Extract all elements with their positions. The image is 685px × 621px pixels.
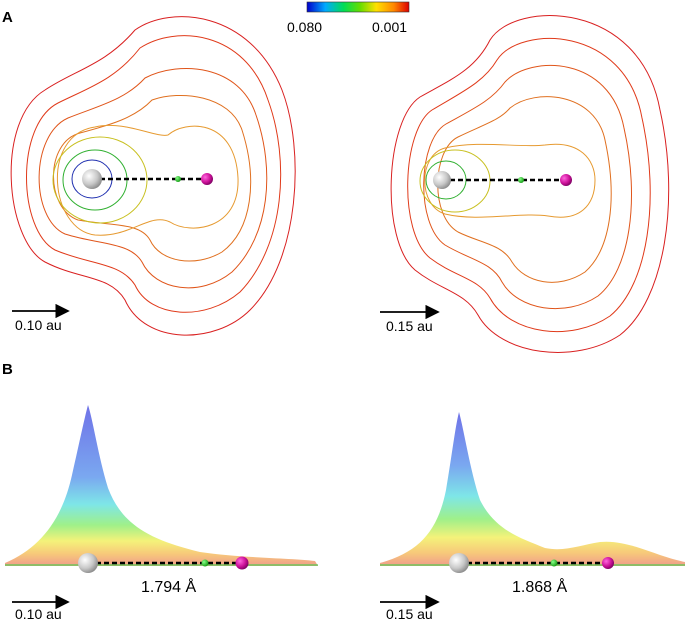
contour-line xyxy=(52,136,148,224)
contour-line xyxy=(407,37,651,333)
contour-line xyxy=(424,143,596,218)
bond-critical-point xyxy=(201,559,209,567)
light-atom xyxy=(602,557,614,569)
light-atom xyxy=(560,174,572,186)
contour-plot-left xyxy=(10,16,296,336)
scale-arrow-label: 0.10 au xyxy=(15,317,62,333)
heavy-atom xyxy=(449,553,469,573)
contour-line xyxy=(10,16,296,336)
contour-line xyxy=(53,94,252,262)
heavy-atom xyxy=(82,169,102,189)
scale-arrow-left-a: 0.10 au xyxy=(12,303,70,333)
surface xyxy=(380,412,685,566)
light-atom xyxy=(235,556,249,570)
colorbar: 0.080 0.001 xyxy=(287,1,410,35)
bond-critical-point xyxy=(518,177,524,183)
scale-arrow-label: 0.10 au xyxy=(15,606,62,621)
bond-distance-label: 1.868 Å xyxy=(512,577,567,596)
molecule-right-a xyxy=(433,171,572,189)
density-surface-right: 1.868 Å xyxy=(380,412,685,596)
scale-arrow-label: 0.15 au xyxy=(386,318,433,334)
bond-distance-label: 1.794 Å xyxy=(141,577,196,596)
bond-critical-point xyxy=(550,559,558,567)
heavy-atom xyxy=(433,171,451,189)
bond-critical-point xyxy=(175,176,181,182)
panel-b-letter: B xyxy=(2,361,13,378)
light-atom xyxy=(201,173,213,185)
colorbar-bar xyxy=(306,1,410,13)
contour-line xyxy=(437,96,612,283)
contour-line xyxy=(38,68,268,289)
colorbar-min-label: 0.001 xyxy=(372,19,407,35)
density-surface-left: 1.794 Å xyxy=(5,405,318,596)
contour-line xyxy=(390,15,670,353)
colorbar-max-label: 0.080 xyxy=(287,19,322,35)
scale-arrow-left-b: 0.10 au xyxy=(12,594,70,621)
scale-arrow-right-b: 0.15 au xyxy=(380,594,440,621)
contour-line xyxy=(423,64,632,310)
surface xyxy=(5,405,318,566)
scale-arrow-label: 0.15 au xyxy=(386,606,433,621)
contour-line xyxy=(56,125,239,236)
heavy-atom xyxy=(78,553,98,573)
contour-line xyxy=(26,35,282,313)
scale-arrow-right-a: 0.15 au xyxy=(380,304,440,334)
contour-plot-right xyxy=(390,15,670,353)
panel-a-letter: A xyxy=(2,9,13,26)
molecule-left-a xyxy=(82,169,213,189)
